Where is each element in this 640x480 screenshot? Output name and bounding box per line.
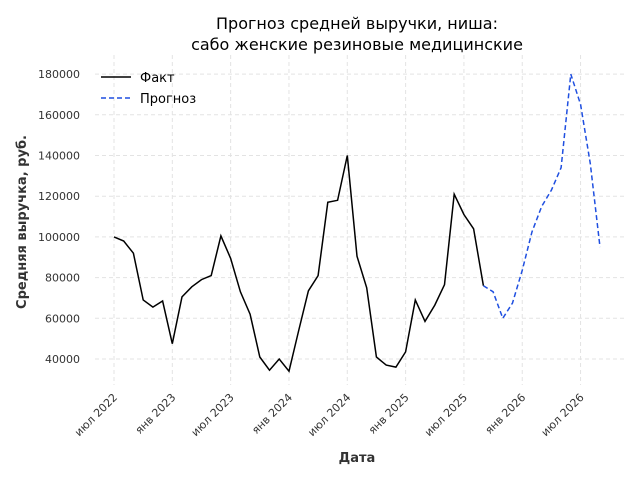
y-tick-label: 40000 [45, 353, 80, 366]
y-tick-label: 80000 [45, 272, 80, 285]
y-axis-label: Средняя выручка, руб. [15, 135, 30, 309]
y-tick-label: 140000 [38, 150, 80, 163]
chart-title-line1: Прогноз средней выручки, ниша: [216, 14, 498, 33]
x-tick-label: июл 2026 [539, 391, 587, 439]
x-tick-label: янв 2026 [483, 391, 529, 437]
x-tick-label: янв 2024 [249, 391, 295, 437]
y-tick-label: 160000 [38, 109, 80, 122]
grid [95, 55, 625, 385]
y-tick-label: 100000 [38, 231, 80, 244]
legend-label-fact: Факт [140, 71, 175, 86]
legend-label-forecast: Прогноз [140, 92, 196, 107]
series-line-fact [113, 155, 485, 373]
x-tick-label: июл 2022 [72, 391, 120, 439]
series-group [113, 73, 601, 373]
x-axis-label: Дата [339, 451, 376, 466]
x-tick-label: июл 2025 [422, 391, 470, 439]
chart-title-line2: сабо женские резиновые медицинские [191, 35, 523, 54]
x-tick-label: янв 2025 [366, 391, 412, 437]
x-tick-label: июл 2024 [305, 391, 353, 439]
x-tick-label: июл 2023 [189, 391, 237, 439]
y-tick-label: 60000 [45, 312, 80, 325]
x-tick-label: янв 2023 [133, 391, 179, 437]
series-line-forecast [483, 73, 601, 320]
ticks: 40000 60000 80000 100000 120000 140000 160000 1… [38, 68, 587, 439]
legend: Факт Прогноз [101, 71, 196, 107]
y-tick-label: 120000 [38, 190, 80, 203]
y-tick-label: 180000 [38, 68, 80, 81]
